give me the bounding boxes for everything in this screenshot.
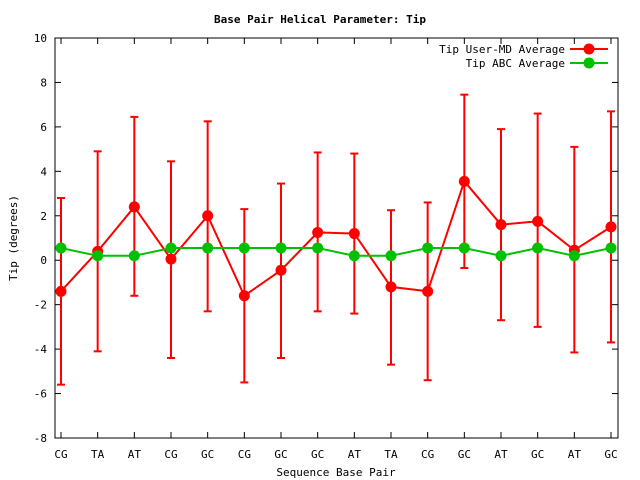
series-points: [55, 175, 617, 302]
y-tick-label: 0: [40, 254, 47, 267]
data-point: [55, 242, 67, 254]
data-point: [165, 253, 177, 265]
data-point: [605, 221, 617, 233]
data-point: [238, 290, 250, 302]
data-point: [128, 250, 140, 262]
series-line-1: [60, 179, 612, 298]
data-point: [275, 242, 287, 254]
data-point: [568, 250, 580, 262]
x-tick-label: GC: [311, 448, 324, 461]
chart-title: Base Pair Helical Parameter: Tip: [214, 13, 426, 26]
series-lines: [60, 179, 612, 298]
data-point: [385, 250, 397, 262]
data-point: [202, 242, 214, 254]
y-tick-label: -4: [34, 343, 48, 356]
legend-label: Tip ABC Average: [466, 57, 565, 70]
data-point: [385, 281, 397, 293]
y-tick-label: -8: [34, 432, 47, 445]
data-point: [495, 250, 507, 262]
data-point: [165, 242, 177, 254]
x-tick-label: AT: [128, 448, 142, 461]
x-axis-label: Sequence Base Pair: [276, 466, 396, 479]
y-tick-label: 2: [40, 210, 47, 223]
data-point: [458, 175, 470, 187]
y-axis-label: Tip (degrees): [7, 195, 20, 281]
data-point: [348, 228, 360, 240]
data-point: [92, 250, 104, 262]
series-line-2: [60, 246, 612, 257]
legend-label: Tip User-MD Average: [439, 43, 565, 56]
data-point: [348, 250, 360, 262]
x-tick-label: AT: [494, 448, 508, 461]
x-tick-label: AT: [568, 448, 582, 461]
y-tick-label: 10: [34, 32, 47, 45]
data-point: [422, 242, 434, 254]
x-tick-label: GC: [201, 448, 214, 461]
data-point: [275, 264, 287, 276]
x-tick-label: CG: [238, 448, 251, 461]
x-tick-label: AT: [348, 448, 362, 461]
y-axis: -8 -6 -4 -2 0 2 4 6 8 10: [34, 32, 618, 445]
x-tick-label: GC: [274, 448, 287, 461]
y-tick-label: -2: [34, 299, 47, 312]
legend-marker: [583, 57, 595, 69]
legend-marker: [583, 43, 595, 55]
data-point: [312, 226, 324, 238]
y-tick-label: 8: [40, 76, 47, 89]
error-bars: [57, 93, 615, 386]
data-point: [238, 242, 250, 254]
x-tick-label: TA: [91, 448, 105, 461]
x-tick-label: GC: [531, 448, 544, 461]
x-tick-label: CG: [421, 448, 434, 461]
x-tick-label: GC: [458, 448, 471, 461]
data-point: [202, 210, 214, 222]
y-tick-label: 4: [40, 165, 47, 178]
data-point: [458, 242, 470, 254]
data-point: [55, 285, 67, 297]
data-point: [532, 242, 544, 254]
data-point: [422, 285, 434, 297]
y-tick-label: -6: [34, 388, 47, 401]
x-tick-label: CG: [164, 448, 177, 461]
data-point: [128, 201, 140, 213]
data-point: [605, 242, 617, 254]
x-tick-label: GC: [604, 448, 617, 461]
data-point: [495, 219, 507, 231]
data-point: [532, 215, 544, 227]
data-point: [312, 242, 324, 254]
x-tick-label: CG: [54, 448, 67, 461]
plot-frame: [54, 37, 619, 439]
x-axis: CG TA AT CG GC CG GC GC AT TA CG GC AT GC AT GC: [54, 38, 618, 461]
y-tick-label: 6: [40, 121, 47, 134]
x-tick-label: TA: [384, 448, 398, 461]
